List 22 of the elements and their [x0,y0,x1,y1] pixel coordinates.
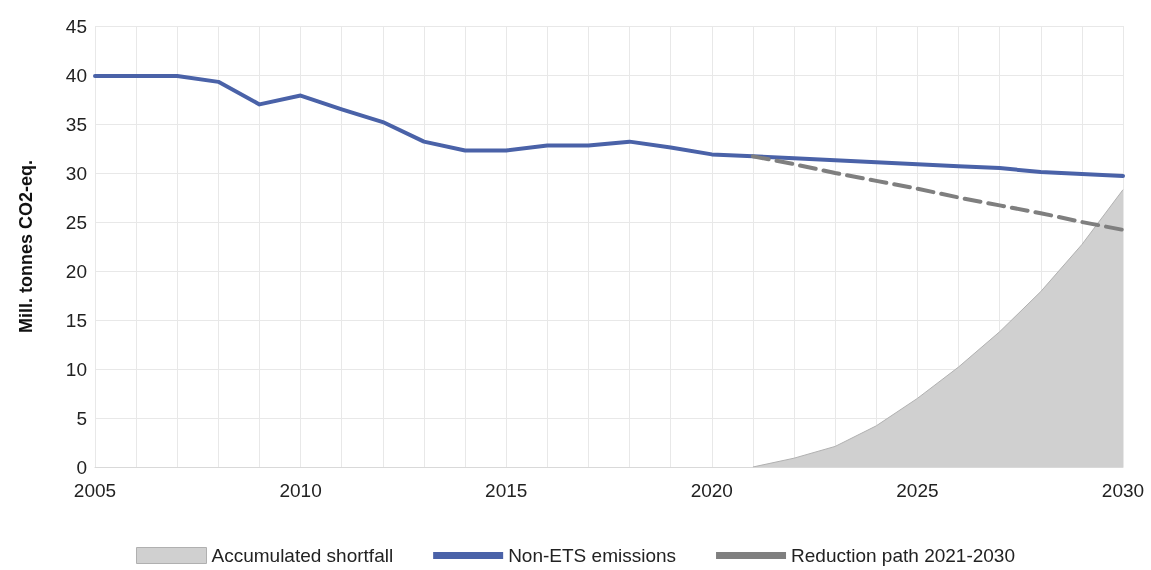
y-tick-label: 0 [76,456,87,478]
x-tick-label: 2020 [690,480,733,501]
y-tick-label: 15 [65,309,87,331]
y-tick-label: 35 [65,113,87,135]
x-tick-label: 2030 [1101,480,1145,501]
y-axis-title: Mill. tonnes CO2-eq. [16,159,36,334]
y-tick-label: 25 [65,211,87,233]
y-tick-label: 20 [65,260,87,282]
legend-label: Accumulated shortfall [211,545,394,566]
legend-label: Reduction path 2021-2030 [791,545,1015,566]
x-tick-label: 2025 [896,480,939,501]
y-tick-label: 40 [65,64,87,86]
y-tick-label: 30 [65,162,87,184]
line-series [750,154,1125,232]
legend-label: Non-ETS emissions [508,545,677,566]
x-tick-label: 2015 [485,480,528,501]
line-series [93,73,1125,178]
x-tick-label: 2010 [279,480,322,501]
x-tick-label: 2005 [73,480,117,501]
y-tick-label: 5 [76,407,87,429]
y-tick-label: 10 [65,358,87,380]
y-tick-label: 45 [65,15,87,37]
